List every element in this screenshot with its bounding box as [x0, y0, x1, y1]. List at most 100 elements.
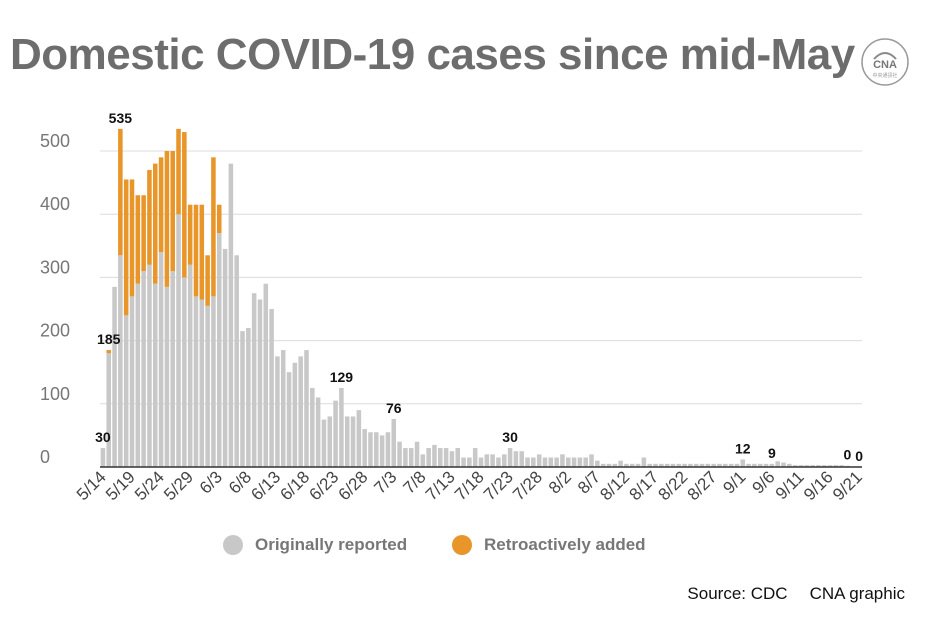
svg-text:中央通訊社: 中央通訊社: [872, 72, 897, 79]
x-tick-label: 8/2: [545, 467, 575, 497]
bar-originally-reported: [222, 248, 228, 467]
bar-originally-reported: [344, 416, 350, 467]
bar-originally-reported: [595, 460, 600, 467]
bar-retroactively-added: [176, 128, 181, 215]
bar-originally-reported: [362, 429, 367, 467]
bar-originally-reported: [600, 463, 606, 467]
bar-originally-reported: [501, 454, 507, 467]
bar-originally-reported: [821, 465, 827, 467]
bar-originally-reported: [787, 463, 792, 467]
y-tick-label: 400: [40, 194, 70, 214]
data-label: 129: [330, 369, 354, 385]
data-label: 30: [502, 429, 518, 445]
data-label: 185: [97, 331, 121, 347]
bar-originally-reported: [356, 410, 362, 467]
bar-originally-reported: [769, 463, 775, 467]
x-axis-tick-labels: 5/145/195/245/296/36/86/136/186/236/287/…: [73, 467, 866, 504]
legend-item-retroactively-added: Retroactively added: [452, 535, 646, 555]
bar-originally-reported: [246, 327, 251, 467]
page-title: Domestic COVID-19 cases since mid-May: [10, 30, 855, 79]
bar-originally-reported: [792, 465, 798, 467]
y-tick-label: 300: [40, 257, 70, 277]
bar-originally-reported: [170, 271, 175, 467]
footer: Source: CDC CNA graphic: [665, 584, 905, 604]
data-label: 535: [109, 110, 133, 126]
bar-originally-reported: [536, 454, 542, 467]
x-tick-label: 9/21: [829, 467, 866, 504]
x-tick-label: 5/29: [160, 467, 197, 504]
bar-retroactively-added: [106, 350, 111, 354]
bar-originally-reported: [408, 448, 414, 467]
bar-originally-reported: [478, 457, 484, 467]
bar-originally-reported: [560, 454, 565, 467]
bar-originally-reported: [432, 444, 437, 467]
bar-originally-reported: [548, 457, 554, 467]
bar-retroactively-added: [193, 204, 199, 297]
bar-originally-reported: [193, 296, 199, 467]
bar-originally-reported: [583, 457, 588, 467]
bar-originally-reported: [443, 448, 449, 467]
bar-retroactively-added: [182, 132, 187, 278]
bar-retroactively-added: [158, 157, 164, 253]
bar-originally-reported: [234, 255, 239, 467]
cna-logo-icon: CNA 中央通訊社: [861, 38, 909, 86]
x-tick-label: 5/24: [131, 467, 168, 504]
x-tick-label: 8/22: [655, 467, 692, 504]
bar-originally-reported: [304, 350, 309, 467]
y-axis-tick-labels: 0 100 200 300 400 500: [40, 131, 70, 467]
bar-originally-reported: [228, 163, 234, 467]
bar-originally-reported: [298, 356, 303, 467]
bar-originally-reported: [379, 435, 385, 467]
bar-originally-reported: [472, 448, 478, 467]
bar-series: [100, 128, 850, 467]
bar-originally-reported: [699, 463, 705, 467]
bar-originally-reported: [438, 448, 443, 467]
x-tick-label: 6/3: [196, 467, 226, 497]
bar-originally-reported: [676, 463, 682, 467]
data-label: 0: [844, 447, 852, 463]
bar-originally-reported: [816, 465, 821, 467]
bar-originally-reported: [321, 419, 327, 467]
bar-originally-reported: [612, 463, 618, 467]
legend-label-originally-reported: Originally reported: [255, 535, 408, 554]
bar-originally-reported: [275, 356, 280, 467]
bar-originally-reported: [519, 451, 524, 467]
bar-originally-reported: [292, 362, 298, 467]
data-label: 76: [386, 400, 402, 416]
bar-originally-reported: [542, 457, 548, 467]
bar-originally-reported: [839, 465, 844, 467]
bar-originally-reported: [164, 286, 170, 467]
bar-originally-reported: [397, 441, 402, 467]
bar-originally-reported: [106, 353, 111, 467]
bar-originally-reported: [211, 296, 216, 467]
data-label: 12: [735, 440, 751, 456]
bar-originally-reported: [490, 454, 495, 467]
bar-originally-reported: [618, 460, 623, 467]
data-label: 9: [768, 445, 776, 461]
bar-originally-reported: [670, 463, 676, 467]
bar-originally-reported: [426, 448, 431, 467]
bar-originally-reported: [257, 299, 263, 467]
bar-originally-reported: [205, 305, 210, 467]
y-tick-label: 100: [40, 384, 70, 404]
bar-originally-reported: [827, 465, 833, 467]
bar-originally-reported: [152, 283, 158, 467]
bar-originally-reported: [484, 454, 490, 467]
bar-originally-reported: [740, 459, 746, 467]
bar-retroactively-added: [152, 163, 158, 284]
bar-originally-reported: [711, 463, 716, 467]
legend-swatch-retroactively-added: [452, 535, 472, 555]
data-label: 30: [95, 429, 111, 445]
bar-retroactively-added: [211, 157, 216, 297]
x-tick-label: 8/12: [596, 467, 633, 504]
bar-originally-reported: [653, 463, 658, 467]
bar-originally-reported: [624, 463, 629, 467]
x-tick-label: 7/13: [422, 467, 459, 504]
data-label: 0: [855, 448, 863, 464]
bar-originally-reported: [571, 457, 577, 467]
bar-originally-reported: [374, 432, 379, 467]
x-tick-label: 8/17: [625, 467, 662, 504]
bar-originally-reported: [339, 388, 344, 467]
